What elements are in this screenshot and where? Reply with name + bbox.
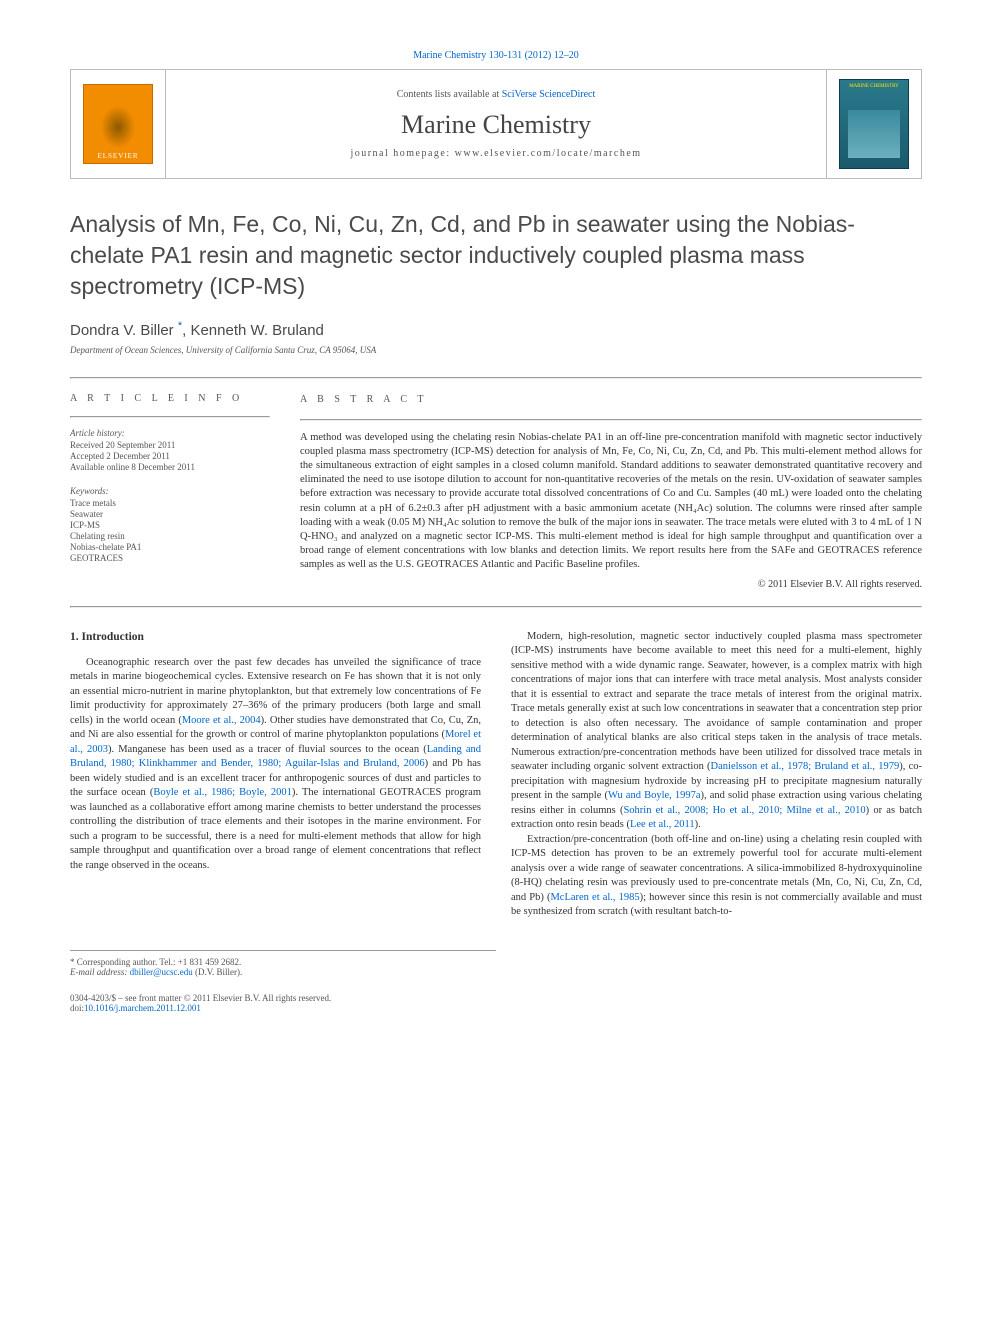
sciencedirect-link[interactable]: SciVerse ScienceDirect [502, 89, 596, 100]
contents-line: Contents lists available at SciVerse Sci… [397, 89, 596, 100]
ref-link[interactable]: Sohrin et al., 2008; Ho et al., 2010; Mi… [623, 805, 865, 816]
affiliation: Department of Ocean Sciences, University… [70, 345, 922, 355]
elsevier-tree-icon [98, 102, 138, 152]
intro-paragraph: Oceanographic research over the past few… [70, 656, 481, 873]
ref-link[interactable]: McLaren et al., 1985 [550, 892, 639, 903]
ref-link[interactable]: Danielsson et al., 1978; Bruland et al.,… [711, 761, 900, 772]
intro-heading: 1. Introduction [70, 630, 481, 646]
abstract-label: A B S T R A C T [300, 393, 922, 407]
ref-link[interactable]: Landing and Bruland, 1980; Klinkhammer a… [70, 744, 481, 769]
history-received: Received 20 September 2011 [70, 440, 270, 450]
keyword: Trace metals [70, 498, 270, 508]
abstract-rule [300, 419, 922, 421]
article-info-label: A R T I C L E I N F O [70, 393, 270, 404]
front-matter-line: 0304-4203/$ – see front matter © 2011 El… [70, 993, 922, 1003]
article-info-column: A R T I C L E I N F O Article history: R… [70, 393, 270, 592]
top-citation-link[interactable]: Marine Chemistry 130-131 (2012) 12–20 [413, 50, 579, 61]
ref-link[interactable]: Moore et al., 2004 [182, 715, 261, 726]
divider-bottom [70, 606, 922, 608]
body-column-left: 1. Introduction Oceanographic research o… [70, 630, 481, 920]
journal-cover-cell: MARINE CHEMISTRY [826, 70, 921, 178]
keyword: Chelating resin [70, 531, 270, 541]
doi-link[interactable]: 10.1016/j.marchem.2011.12.001 [84, 1003, 201, 1013]
body-paragraph: Modern, high-resolution, magnetic sector… [511, 630, 922, 833]
email-suffix: (D.V. Biller). [193, 967, 243, 977]
bottom-meta: 0304-4203/$ – see front matter © 2011 El… [70, 993, 922, 1013]
body-column-right: Modern, high-resolution, magnetic sector… [511, 630, 922, 920]
body-columns: 1. Introduction Oceanographic research o… [70, 630, 922, 920]
email-label: E-mail address: [70, 967, 130, 977]
journal-cover-thumbnail: MARINE CHEMISTRY [839, 79, 909, 169]
history-label: Article history: [70, 428, 270, 438]
keyword: Nobias-chelate PA1 [70, 542, 270, 552]
publisher-label: ELSEVIER [97, 152, 138, 160]
abstract-copyright: © 2011 Elsevier B.V. All rights reserved… [300, 578, 922, 592]
corresponding-author: * Corresponding author. Tel.: +1 831 459… [70, 957, 496, 967]
doi-prefix: doi: [70, 1003, 84, 1013]
body-paragraph: Extraction/pre-concentration (both off-l… [511, 833, 922, 920]
history-accepted: Accepted 2 December 2011 [70, 451, 270, 461]
ref-link[interactable]: Lee et al., 2011 [630, 819, 695, 830]
ref-link[interactable]: Morel et al., 2003 [70, 729, 481, 754]
article-title: Analysis of Mn, Fe, Co, Ni, Cu, Zn, Cd, … [70, 209, 922, 302]
elsevier-logo: ELSEVIER [83, 84, 153, 164]
top-citation: Marine Chemistry 130-131 (2012) 12–20 [70, 50, 922, 61]
masthead-center: Contents lists available at SciVerse Sci… [166, 70, 826, 178]
masthead: ELSEVIER Contents lists available at Sci… [70, 69, 922, 179]
keyword: GEOTRACES [70, 553, 270, 563]
abstract-column: A B S T R A C T A method was developed u… [300, 393, 922, 592]
keyword: Seawater [70, 509, 270, 519]
email-line: E-mail address: dbiller@ucsc.edu (D.V. B… [70, 967, 496, 977]
author-email-link[interactable]: dbiller@ucsc.edu [130, 967, 193, 977]
journal-name: Marine Chemistry [401, 110, 591, 140]
keyword: ICP-MS [70, 520, 270, 530]
publisher-logo-cell: ELSEVIER [71, 70, 166, 178]
history-online: Available online 8 December 2011 [70, 462, 270, 472]
contents-prefix: Contents lists available at [397, 89, 502, 100]
author-list: Dondra V. Biller *, Kenneth W. Bruland [70, 320, 922, 339]
ref-link[interactable]: Boyle et al., 1986; Boyle, 2001 [153, 787, 292, 798]
journal-homepage: journal homepage: www.elsevier.com/locat… [350, 148, 641, 159]
ref-link[interactable]: Wu and Boyle, 1997a [608, 790, 701, 801]
article-info-rule [70, 416, 270, 418]
doi-line: doi:10.1016/j.marchem.2011.12.001 [70, 1003, 922, 1013]
keywords-label: Keywords: [70, 486, 270, 496]
abstract-text: A method was developed using the chelati… [300, 431, 922, 573]
footnotes: * Corresponding author. Tel.: +1 831 459… [70, 950, 496, 977]
